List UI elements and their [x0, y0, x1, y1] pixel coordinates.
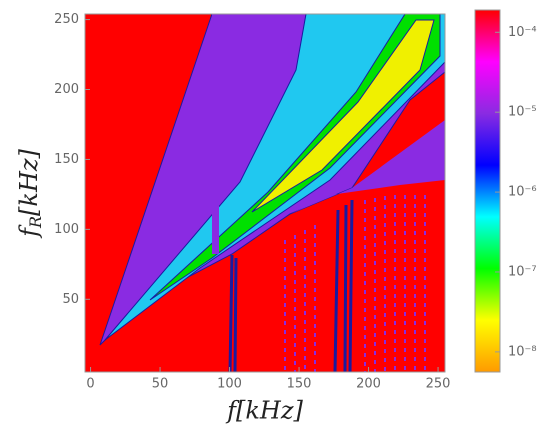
y-label-unit: [kHz]	[15, 148, 43, 215]
contour-line	[228, 199, 354, 372]
plot-frame	[84, 13, 446, 373]
x-tick-label: 250	[426, 377, 451, 392]
y-tick-label: 100	[54, 222, 79, 237]
colorbar-tick-label: 10⁻⁶	[508, 185, 537, 200]
x-axis-label: f[kHz]	[225, 397, 303, 425]
contour-region	[290, 120, 445, 214]
y-tick-label: 150	[54, 152, 79, 167]
contour-line	[284, 195, 426, 372]
colorbar-tick-label: 10⁻⁴	[508, 25, 537, 40]
y-axis-label: fR[kHz]	[15, 148, 45, 238]
y-label-subscript: R	[26, 216, 45, 229]
contour-field	[85, 14, 445, 372]
colorbar-tick-label: 10⁻⁷	[508, 264, 537, 279]
colorbar	[474, 9, 501, 373]
x-tick-label: 200	[356, 377, 381, 392]
y-tick-label: 50	[62, 292, 79, 307]
contour-region	[251, 19, 435, 213]
colorbar-tick-label: 10⁻⁸	[508, 344, 537, 359]
x-tick-label: 100	[217, 377, 242, 392]
y-tick-label: 200	[54, 82, 79, 97]
contour-region	[212, 14, 219, 254]
x-tick-label: 0	[86, 377, 94, 392]
y-tick-label: 250	[54, 12, 79, 27]
colorbar-tick-label: 10⁻⁵	[508, 105, 537, 120]
x-tick-label: 50	[152, 377, 169, 392]
x-tick-label: 150	[287, 377, 312, 392]
contour-region	[149, 14, 441, 301]
